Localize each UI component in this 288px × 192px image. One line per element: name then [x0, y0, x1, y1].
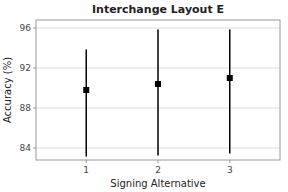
x-tick: [229, 160, 230, 163]
mean-point: [155, 81, 161, 87]
y-tick: [33, 148, 36, 149]
plot-frame: [36, 20, 280, 160]
y-tick: [33, 108, 36, 109]
x-tick-label: 2: [155, 165, 161, 175]
y-tick-label: 84: [20, 143, 32, 153]
x-tick: [158, 160, 159, 163]
title: Interchange Layout E: [92, 3, 224, 16]
x-tick-label: 1: [83, 165, 89, 175]
y-tick-label: 96: [20, 23, 32, 33]
y-tick: [33, 28, 36, 29]
y-axis-label: Accuracy (%): [2, 57, 13, 123]
ci-line: [229, 30, 231, 153]
y-axis: 84 88 92 96: [20, 23, 36, 153]
x-axis: 1 2 3: [83, 160, 232, 175]
chart: 84 88 92 96 1 2 3 Interchange Layout E Signing A…: [0, 0, 288, 192]
ci-line: [157, 30, 159, 155]
y-tick-label: 92: [20, 63, 31, 73]
mean-point: [227, 75, 233, 81]
y-tick: [33, 68, 36, 69]
marks: [83, 30, 233, 156]
x-tick: [86, 160, 87, 163]
x-axis-label: Signing Alternative: [110, 178, 205, 189]
x-tick-label: 3: [227, 165, 233, 175]
y-tick-label: 88: [20, 103, 32, 113]
mean-point: [83, 87, 89, 93]
grid-line: [36, 28, 280, 29]
ci-line: [85, 50, 87, 156]
